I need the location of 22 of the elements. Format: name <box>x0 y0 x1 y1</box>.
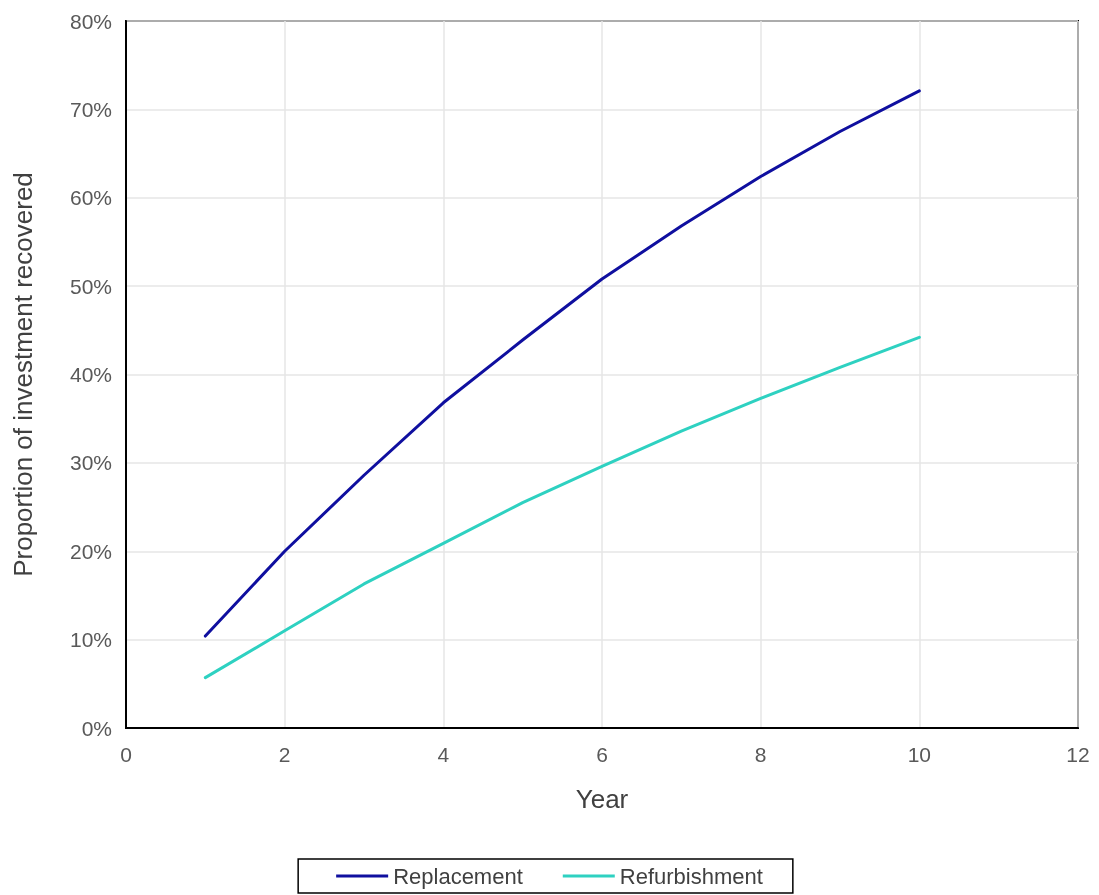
y-tick-label: 10% <box>69 628 112 652</box>
y-tick-label: 20% <box>69 539 112 563</box>
x-tick-label: 0 <box>120 743 132 766</box>
x-tick-label: 12 <box>1066 743 1090 766</box>
x-tick-label: 2 <box>278 743 291 766</box>
y-tick-label: 70% <box>69 97 112 121</box>
line-series <box>203 335 921 680</box>
x-tick-label: 8 <box>754 743 767 766</box>
x-axis-title: Year <box>575 784 629 814</box>
y-tick-label: 50% <box>69 274 112 298</box>
x-tick-label: 10 <box>907 743 932 766</box>
y-tick-label: 60% <box>69 186 112 210</box>
y-tick-label: 80% <box>69 9 112 33</box>
y-axis-title: Proportion of investment recovered <box>8 172 38 577</box>
y-tick-label: 40% <box>69 363 112 386</box>
x-tick-label: 6 <box>596 743 608 766</box>
line-series <box>203 89 921 638</box>
x-tick-label: 4 <box>437 743 450 766</box>
legend-label: Refurbishment <box>619 863 763 889</box>
y-tick-label: 0% <box>81 716 112 740</box>
legend-label: Replacement <box>393 863 523 889</box>
y-tick-label: 30% <box>69 451 112 475</box>
